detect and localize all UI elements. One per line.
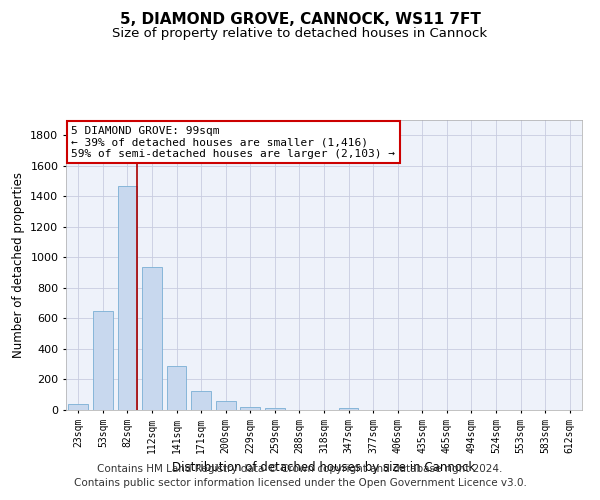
Bar	[167, 366, 187, 410]
Text: Contains HM Land Registry data © Crown copyright and database right 2024.
Contai: Contains HM Land Registry data © Crown c…	[74, 464, 526, 487]
Bar	[118, 186, 137, 410]
X-axis label: Distribution of detached houses by size in Cannock: Distribution of detached houses by size …	[172, 461, 476, 474]
Bar	[93, 311, 113, 410]
Text: Size of property relative to detached houses in Cannock: Size of property relative to detached ho…	[112, 28, 488, 40]
Text: 5 DIAMOND GROVE: 99sqm
← 39% of detached houses are smaller (1,416)
59% of semi-: 5 DIAMOND GROVE: 99sqm ← 39% of detached…	[71, 126, 395, 159]
Bar	[142, 268, 162, 410]
Text: 5, DIAMOND GROVE, CANNOCK, WS11 7FT: 5, DIAMOND GROVE, CANNOCK, WS11 7FT	[119, 12, 481, 28]
Y-axis label: Number of detached properties: Number of detached properties	[11, 172, 25, 358]
Bar	[68, 404, 88, 410]
Bar	[265, 408, 284, 410]
Bar	[339, 408, 358, 410]
Bar	[191, 391, 211, 410]
Bar	[216, 400, 236, 410]
Bar	[241, 406, 260, 410]
